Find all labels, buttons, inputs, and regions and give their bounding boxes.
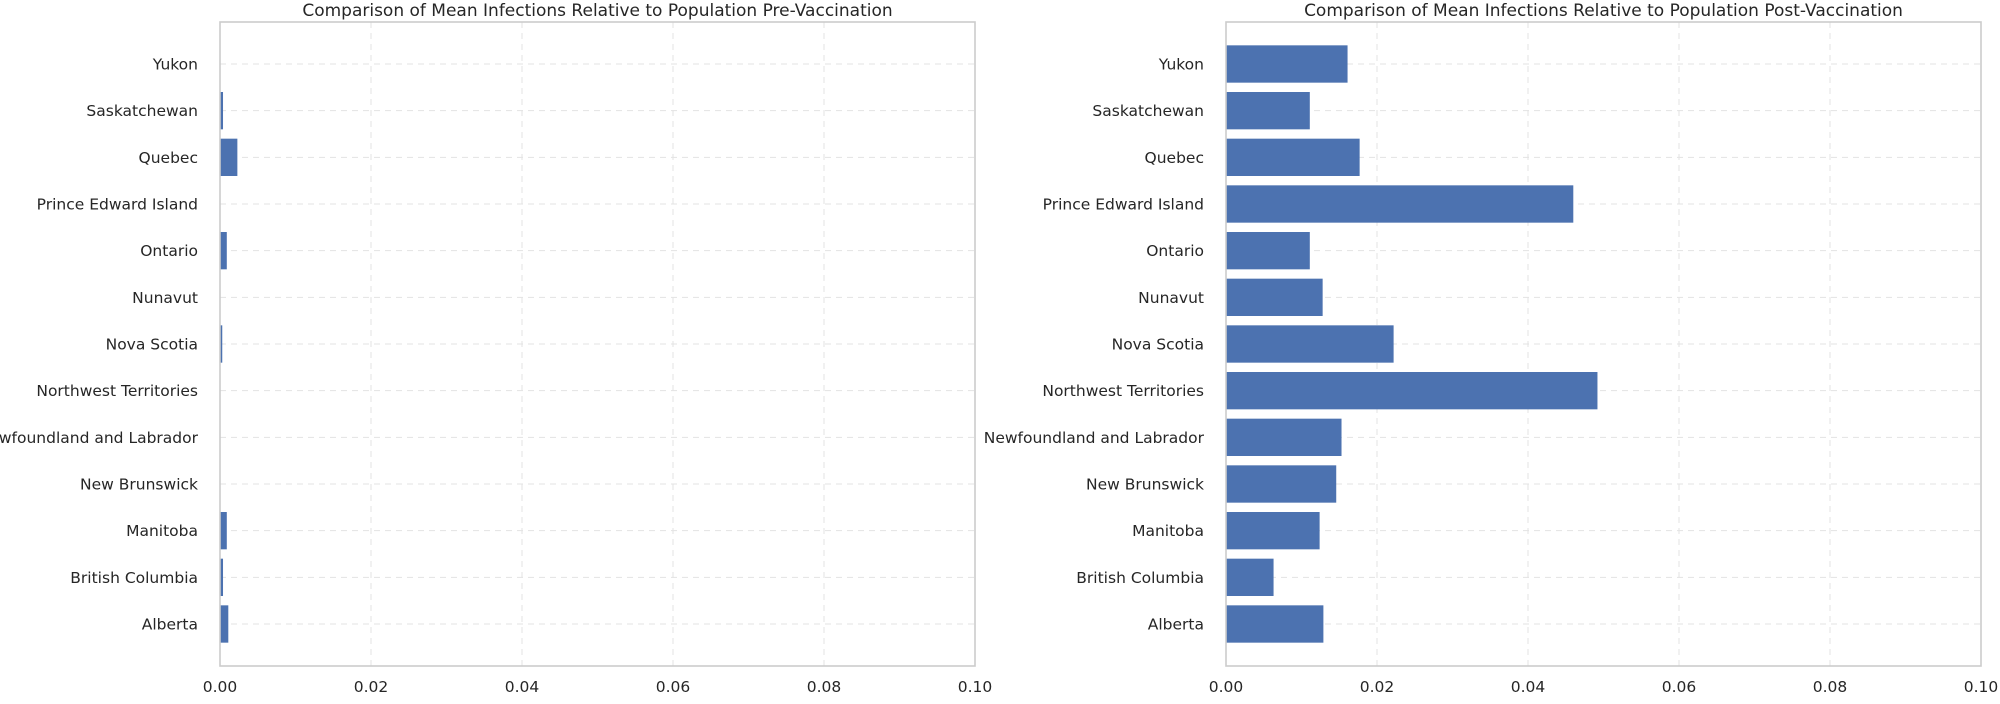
bar-quebec <box>220 139 237 176</box>
bar-manitoba <box>220 512 227 549</box>
y-tick-label: British Columbia <box>70 569 198 587</box>
bar-alberta <box>220 605 228 642</box>
chart-panel-1: Alberta British Columbia Manitoba New Bruns… <box>0 1 992 696</box>
y-tick-label: Saskatchewan <box>1092 102 1204 120</box>
y-tick-label: Yukon <box>152 56 198 74</box>
y-tick-label: Northwest Territories <box>36 382 198 400</box>
y-tick-label: Nunavut <box>1138 289 1204 307</box>
chart-panel-2: Alberta British Columbia Manitoba New Bruns… <box>984 1 1999 696</box>
y-tick-label: Yukon <box>1158 56 1204 74</box>
y-tick-label: British Columbia <box>1076 569 1204 587</box>
bar-ontario <box>1226 232 1310 269</box>
x-tick-label: 0.08 <box>807 678 842 696</box>
y-tick-label: Alberta <box>1148 616 1204 634</box>
y-tick-label: Alberta <box>142 616 198 634</box>
x-tick-label: 0.06 <box>1662 678 1697 696</box>
bar-british-columbia <box>1226 559 1274 596</box>
bar-nunavut <box>1226 279 1323 316</box>
y-tick-label: Prince Edward Island <box>37 196 198 214</box>
y-tick-label: Nova Scotia <box>106 336 198 354</box>
bar-new-brunswick <box>1226 465 1336 502</box>
y-tick-label: Nova Scotia <box>1112 336 1204 354</box>
y-tick-label: Ontario <box>1146 242 1204 260</box>
y-tick-label: Northwest Territories <box>1042 382 1204 400</box>
y-tick-label: Nunavut <box>132 289 198 307</box>
chart-title: Comparison of Mean Infections Relative t… <box>1304 1 1903 21</box>
x-tick-label: 0.00 <box>1209 678 1244 696</box>
y-tick-label: Manitoba <box>126 522 198 540</box>
bar-northwest-territories <box>1226 372 1597 409</box>
y-tick-label: Quebec <box>139 149 198 167</box>
x-tick-label: 0.00 <box>203 678 238 696</box>
chart-title: Comparison of Mean Infections Relative t… <box>302 1 892 21</box>
y-tick-label: New Brunswick <box>1086 476 1204 494</box>
x-tick-label: 0.02 <box>1360 678 1395 696</box>
x-tick-label: 0.08 <box>1813 678 1848 696</box>
bar-ontario <box>220 232 227 269</box>
bar-quebec <box>1226 139 1360 176</box>
x-tick-label: 0.04 <box>1511 678 1546 696</box>
bar-saskatchewan <box>1226 92 1310 129</box>
y-tick-label: Quebec <box>1145 149 1204 167</box>
y-tick-label: Manitoba <box>1132 522 1204 540</box>
bar-newfoundland-and-labrador <box>1226 419 1342 456</box>
y-tick-label: Prince Edward Island <box>1043 196 1204 214</box>
bar-prince-edward-island <box>1226 185 1573 222</box>
x-tick-label: 0.10 <box>1964 678 1999 696</box>
x-tick-label: 0.10 <box>958 678 993 696</box>
y-tick-label: Newfoundland and Labrador <box>0 429 199 447</box>
y-tick-label: Saskatchewan <box>86 102 198 120</box>
y-tick-label: New Brunswick <box>80 476 198 494</box>
bar-alberta <box>1226 605 1323 642</box>
x-tick-label: 0.06 <box>656 678 691 696</box>
bar-nova-scotia <box>1226 325 1394 362</box>
y-tick-label: Newfoundland and Labrador <box>984 429 1205 447</box>
x-tick-label: 0.04 <box>505 678 540 696</box>
x-tick-label: 0.02 <box>354 678 389 696</box>
y-tick-label: Ontario <box>140 242 198 260</box>
bar-manitoba <box>1226 512 1320 549</box>
bar-yukon <box>1226 45 1348 82</box>
